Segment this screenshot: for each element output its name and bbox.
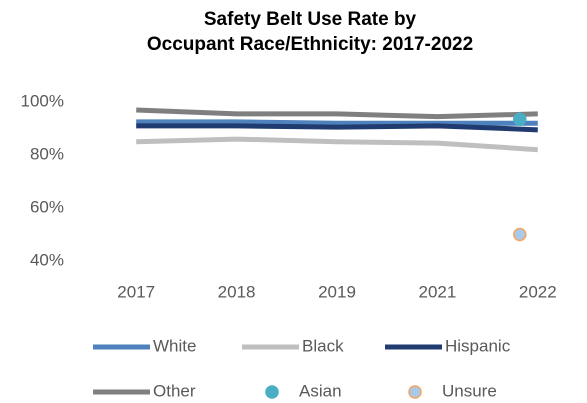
series-line: [136, 123, 538, 133]
series-marker: [513, 112, 527, 126]
legend-label: Asian: [299, 381, 342, 400]
chart-title: Occupant Race/Ethnicity: 2017-2022: [147, 34, 473, 55]
y-tick-label: 60%: [30, 197, 64, 216]
legend-label: Other: [153, 381, 196, 400]
series-line: [136, 107, 538, 120]
series-marker: [513, 227, 527, 242]
legend-label: White: [153, 336, 196, 355]
chart-title: Safety Belt Use Rate by: [204, 9, 417, 30]
x-tick-label: 2022: [519, 282, 557, 301]
legend-label: Hispanic: [445, 336, 511, 355]
series-line: [136, 136, 538, 153]
legend-swatch: [408, 385, 422, 399]
x-tick-label: 2021: [418, 282, 456, 301]
x-tick-label: 2019: [318, 282, 356, 301]
legend-swatch: [265, 385, 279, 399]
series-line: [136, 119, 538, 126]
legend-label: Black: [302, 336, 344, 355]
legend-label: Unsure: [442, 381, 497, 400]
y-tick-label: 40%: [30, 250, 64, 269]
x-tick-label: 2017: [117, 282, 155, 301]
y-tick-label: 80%: [30, 144, 64, 163]
x-tick-label: 2018: [218, 282, 256, 301]
y-tick-label: 100%: [21, 91, 64, 110]
